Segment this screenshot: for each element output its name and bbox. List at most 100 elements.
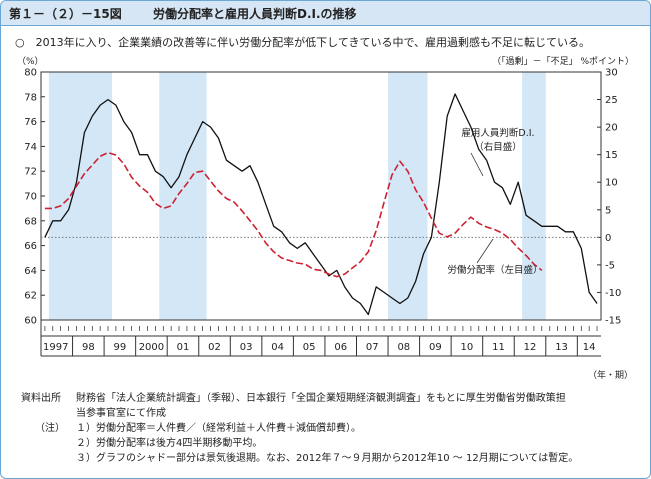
quarter-label-6: Ⅰ [91, 325, 93, 333]
quarter-label-18: Ⅰ [186, 325, 188, 333]
year-label-14: 11 [492, 342, 505, 353]
di-label-leader [470, 152, 484, 177]
quarter-label-42: Ⅰ [375, 325, 377, 333]
quarter-label-55: Ⅰ [478, 325, 480, 333]
quarter-label-31: Ⅰ [288, 325, 290, 333]
source-text-line1: 財務省「法人企業統計調査」（季報）、日本銀行「全国企業短期経済観測調査」をもとに… [76, 393, 566, 404]
series-line-0 [44, 93, 598, 316]
quarter-label-40: Ⅰ [359, 325, 361, 333]
quarter-label-39: Ⅰ [352, 325, 354, 333]
di-series-label-line2: （右目盛） [474, 141, 522, 153]
recession-shade-3 [522, 72, 546, 320]
year-label-16: 13 [555, 342, 568, 353]
quarter-label-52: Ⅰ [454, 325, 456, 333]
quarter-label-11: Ⅰ [131, 325, 133, 333]
recession-shade-1 [159, 72, 207, 320]
summary-text: ○ 2013年に入り、企業業績の改善等に伴い労働分配率が低下してきている中で、雇… [15, 36, 591, 49]
right-tick-label-0: -15 [605, 316, 621, 327]
quarter-label-1: Ⅰ [52, 325, 54, 333]
quarter-label-15: Ⅰ [162, 325, 164, 333]
right-tick-label-3: 0 [605, 233, 611, 244]
di-series-label-line1: 雇用人員判断D.I. [461, 127, 534, 139]
right-tick-label-2: -5 [605, 260, 615, 271]
quarter-label-35: Ⅰ [320, 325, 322, 333]
quarter-label-13: Ⅰ [146, 325, 148, 333]
quarter-label-14: Ⅰ [154, 325, 156, 333]
quarter-label-69: Ⅰ [588, 325, 590, 333]
chart-area: 6062646668707274767880-15-10-50510152025… [24, 68, 633, 382]
right-tick-label-7: 20 [605, 123, 618, 134]
quarter-label-23: Ⅰ [225, 325, 227, 333]
quarter-label-27: Ⅰ [257, 325, 259, 333]
left-tick-label-5: 70 [24, 192, 37, 203]
quarter-label-38: Ⅰ [344, 325, 346, 333]
share-series-label: 労働分配率（左目盛） [447, 264, 542, 276]
quarter-label-45: Ⅰ [399, 325, 401, 333]
left-tick-label-7: 74 [24, 142, 37, 153]
left-tick-label-10: 80 [24, 68, 37, 79]
quarter-label-60: Ⅰ [517, 325, 519, 333]
quarter-label-49: Ⅰ [430, 325, 432, 333]
quarter-label-20: Ⅰ [202, 325, 204, 333]
quarter-label-56: Ⅰ [486, 325, 488, 333]
quarter-label-59: Ⅰ [509, 325, 511, 333]
year-label-15: 12 [524, 342, 537, 353]
year-label-11: 08 [397, 342, 410, 353]
quarter-label-54: Ⅰ [470, 325, 472, 333]
quarter-label-51: Ⅰ [446, 325, 448, 333]
quarter-label-44: Ⅰ [391, 325, 393, 333]
left-tick-label-2: 64 [24, 266, 37, 277]
notes-label: （注） [35, 423, 65, 434]
year-label-4: 01 [177, 342, 190, 353]
quarter-label-47: Ⅰ [415, 325, 417, 333]
recession-shade-2 [388, 72, 428, 320]
quarter-label-10: Ⅰ [123, 325, 125, 333]
recession-shade-0 [48, 72, 112, 320]
quarter-label-22: Ⅰ [217, 325, 219, 333]
quarter-label-3: Ⅰ [68, 325, 70, 333]
year-label-0: 1997 [43, 342, 68, 353]
notes-block: 資料出所 財務省「法人企業統計調査」（季報）、日本銀行「全国企業短期経済観測調査」… [21, 391, 578, 466]
right-tick-label-9: 30 [605, 68, 618, 79]
quarter-label-70: Ⅰ [596, 325, 598, 333]
quarter-label-30: Ⅰ [281, 325, 283, 333]
left-tick-label-4: 68 [24, 216, 37, 227]
quarter-label-46: Ⅰ [407, 325, 409, 333]
year-label-7: 04 [271, 342, 284, 353]
left-tick-label-6: 72 [24, 167, 37, 178]
quarter-label-0: Ⅰ [44, 325, 46, 333]
quarter-label-25: Ⅰ [241, 325, 243, 333]
right-tick-label-5: 10 [605, 178, 618, 189]
quarter-label-58: Ⅰ [501, 325, 503, 333]
quarter-label-4: Ⅰ [75, 325, 77, 333]
quarter-label-57: Ⅰ [493, 325, 495, 333]
quarter-label-66: Ⅰ [564, 325, 566, 333]
quarter-label-62: Ⅰ [533, 325, 535, 333]
quarter-label-37: Ⅰ [336, 325, 338, 333]
quarter-label-21: Ⅰ [210, 325, 212, 333]
quarter-label-34: Ⅰ [312, 325, 314, 333]
quarter-label-43: Ⅰ [383, 325, 385, 333]
figure-title: 労働分配率と雇用人員判断D.I.の推移 [153, 7, 357, 21]
plot-border [40, 71, 602, 321]
title-bar: 第１－（２）－15図 労働分配率と雇用人員判断D.I.の推移 [1, 1, 650, 26]
right-tick-label-1: -10 [605, 288, 621, 299]
quarter-label-17: Ⅰ [178, 325, 180, 333]
quarter-label-9: Ⅰ [115, 325, 117, 333]
quarter-label-41: Ⅰ [367, 325, 369, 333]
year-label-17: 14 [583, 342, 596, 353]
left-tick-label-9: 78 [24, 92, 37, 103]
quarter-label-29: Ⅰ [273, 325, 275, 333]
left-axis-unit: （%） [17, 57, 44, 67]
year-label-10: 07 [366, 342, 379, 353]
quarter-label-32: Ⅰ [296, 325, 298, 333]
series-line-1 [44, 151, 543, 278]
quarter-label-28: Ⅰ [265, 325, 267, 333]
quarter-label-8: Ⅰ [107, 325, 109, 333]
left-tick-label-8: 76 [24, 117, 37, 128]
quarter-label-64: Ⅰ [549, 325, 551, 333]
quarter-label-63: Ⅰ [541, 325, 543, 333]
year-label-6: 03 [240, 342, 253, 353]
note-3: ３）グラフのシャドー部分は景気後退期。なお、2012年７～９月期から2012年1… [76, 453, 579, 464]
